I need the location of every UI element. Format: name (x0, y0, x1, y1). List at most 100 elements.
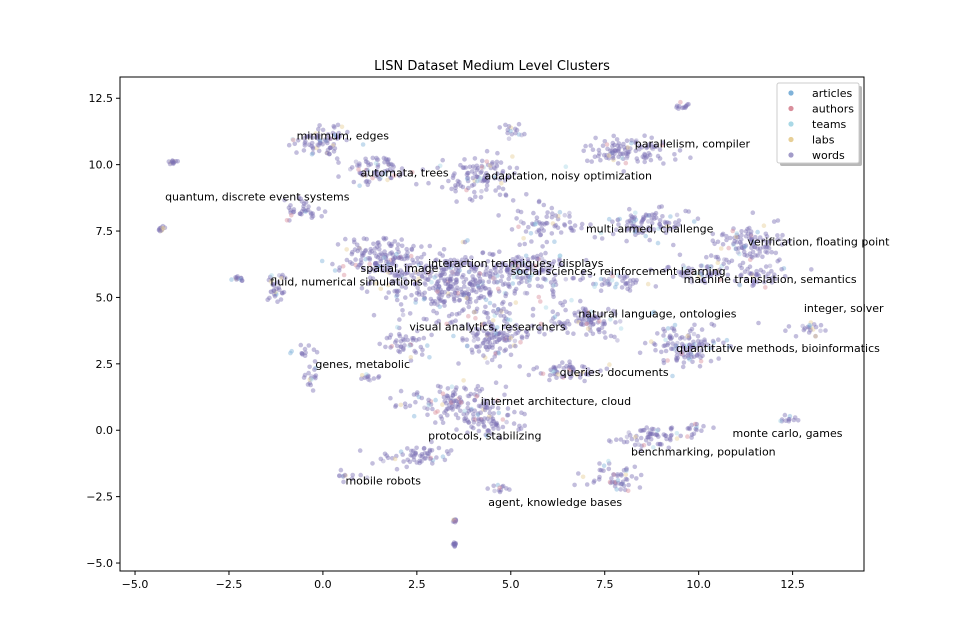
data-point (435, 165, 440, 171)
data-point (472, 397, 477, 403)
data-point (482, 337, 488, 343)
data-point (786, 324, 792, 329)
data-point (610, 231, 616, 237)
data-point (699, 428, 704, 434)
data-point (381, 458, 386, 464)
data-point (496, 488, 502, 493)
data-point (340, 473, 346, 479)
data-point (425, 343, 430, 348)
data-point (521, 260, 527, 266)
data-point (624, 467, 629, 473)
data-point (737, 282, 743, 288)
data-point (453, 183, 458, 188)
data-point (556, 213, 561, 219)
data-point (565, 318, 570, 324)
data-point (310, 145, 316, 150)
data-point (479, 322, 485, 328)
data-point (171, 161, 176, 167)
data-point (425, 406, 430, 412)
data-point (504, 268, 510, 273)
data-point (655, 441, 661, 447)
data-point (313, 135, 319, 140)
data-point (510, 154, 515, 159)
data-point (624, 155, 630, 161)
data-point (519, 256, 524, 261)
data-point (448, 292, 454, 297)
data-point (453, 185, 458, 190)
data-point (426, 451, 431, 457)
data-point (473, 309, 479, 314)
data-point (710, 231, 716, 237)
data-point (484, 159, 490, 164)
data-point (613, 480, 618, 485)
data-point (454, 288, 460, 293)
data-point (486, 428, 492, 434)
data-point (518, 219, 524, 224)
data-point (518, 209, 524, 215)
data-point (763, 249, 768, 254)
data-point (482, 397, 487, 403)
data-point (422, 281, 428, 286)
data-point (538, 221, 543, 227)
data-point (633, 228, 638, 233)
data-point (612, 483, 618, 489)
data-point (674, 105, 679, 110)
data-point (478, 293, 484, 299)
data-point (592, 478, 597, 484)
data-point (313, 365, 318, 371)
data-point (333, 133, 338, 138)
data-point (699, 327, 705, 332)
data-point (391, 256, 396, 262)
data-point (507, 302, 513, 307)
data-point (358, 262, 363, 268)
data-point (527, 274, 533, 280)
data-point (624, 434, 630, 440)
data-point (692, 342, 697, 347)
data-point (384, 253, 389, 258)
data-point (428, 274, 433, 279)
data-point (665, 265, 670, 270)
data-point (752, 278, 757, 284)
data-point (277, 287, 282, 293)
data-point (428, 455, 434, 461)
data-point (570, 364, 575, 370)
data-point (616, 149, 621, 154)
data-point (466, 296, 471, 302)
data-point (238, 275, 244, 281)
data-point (778, 236, 783, 242)
data-point (356, 245, 362, 251)
data-point (477, 271, 483, 277)
data-point (569, 297, 574, 303)
data-point (583, 306, 588, 312)
data-point (569, 373, 574, 379)
data-point (444, 321, 450, 327)
data-point (357, 163, 362, 168)
data-point (454, 271, 459, 276)
data-point (465, 300, 470, 306)
data-point (535, 283, 541, 289)
data-point (404, 464, 410, 470)
data-point (452, 290, 458, 296)
data-point (534, 256, 540, 262)
data-point (336, 268, 342, 273)
data-point (455, 293, 460, 299)
data-point (497, 125, 503, 130)
data-point (372, 262, 378, 267)
data-point (435, 409, 440, 414)
data-point (460, 257, 465, 263)
data-point (734, 239, 740, 245)
data-point (491, 332, 497, 338)
data-point (517, 423, 522, 429)
data-point (681, 352, 686, 358)
data-point (748, 257, 753, 263)
data-point (699, 348, 705, 353)
data-point (479, 419, 485, 425)
data-point (502, 348, 507, 354)
data-point (519, 334, 525, 340)
data-point (601, 152, 607, 158)
data-point (644, 144, 650, 150)
data-point (375, 240, 380, 246)
data-point (522, 411, 527, 417)
data-point (508, 344, 513, 349)
data-point (448, 273, 454, 279)
